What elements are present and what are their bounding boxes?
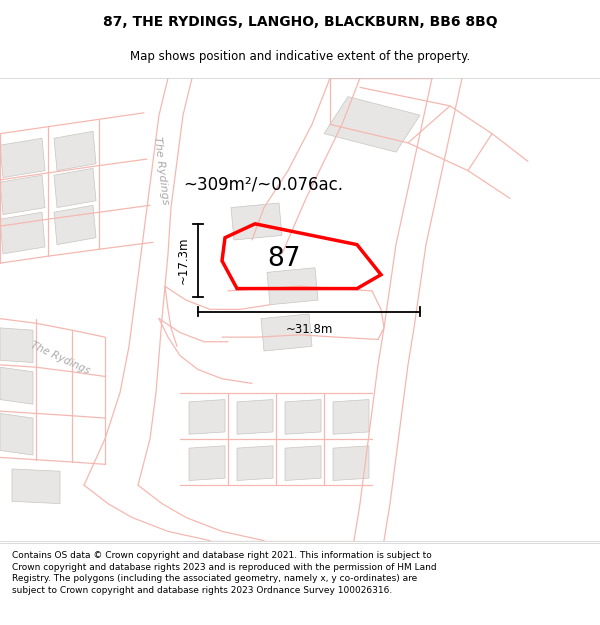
Polygon shape (0, 328, 33, 362)
Polygon shape (324, 97, 420, 152)
Polygon shape (333, 399, 369, 434)
Polygon shape (189, 399, 225, 434)
Text: Map shows position and indicative extent of the property.: Map shows position and indicative extent… (130, 50, 470, 62)
Polygon shape (0, 138, 45, 178)
Polygon shape (0, 414, 33, 455)
Polygon shape (0, 367, 33, 404)
Polygon shape (0, 213, 45, 254)
Polygon shape (237, 399, 273, 434)
Polygon shape (54, 205, 96, 244)
Polygon shape (285, 446, 321, 481)
Polygon shape (237, 446, 273, 481)
Polygon shape (189, 446, 225, 481)
Text: The Rydings: The Rydings (152, 136, 170, 205)
Text: ~309m²/~0.076ac.: ~309m²/~0.076ac. (183, 176, 343, 194)
Text: 87, THE RYDINGS, LANGHO, BLACKBURN, BB6 8BQ: 87, THE RYDINGS, LANGHO, BLACKBURN, BB6 … (103, 15, 497, 29)
Text: Contains OS data © Crown copyright and database right 2021. This information is : Contains OS data © Crown copyright and d… (12, 551, 437, 595)
Polygon shape (333, 446, 369, 481)
Polygon shape (231, 203, 282, 240)
Text: The Rydings: The Rydings (29, 340, 91, 376)
Polygon shape (285, 399, 321, 434)
Text: 87: 87 (267, 246, 301, 272)
Text: ~17.3m: ~17.3m (176, 237, 190, 284)
Polygon shape (267, 268, 318, 305)
Polygon shape (12, 469, 60, 504)
Polygon shape (54, 131, 96, 171)
Polygon shape (54, 168, 96, 208)
Text: ~31.8m: ~31.8m (286, 322, 332, 336)
Polygon shape (261, 314, 312, 351)
Polygon shape (0, 175, 45, 214)
